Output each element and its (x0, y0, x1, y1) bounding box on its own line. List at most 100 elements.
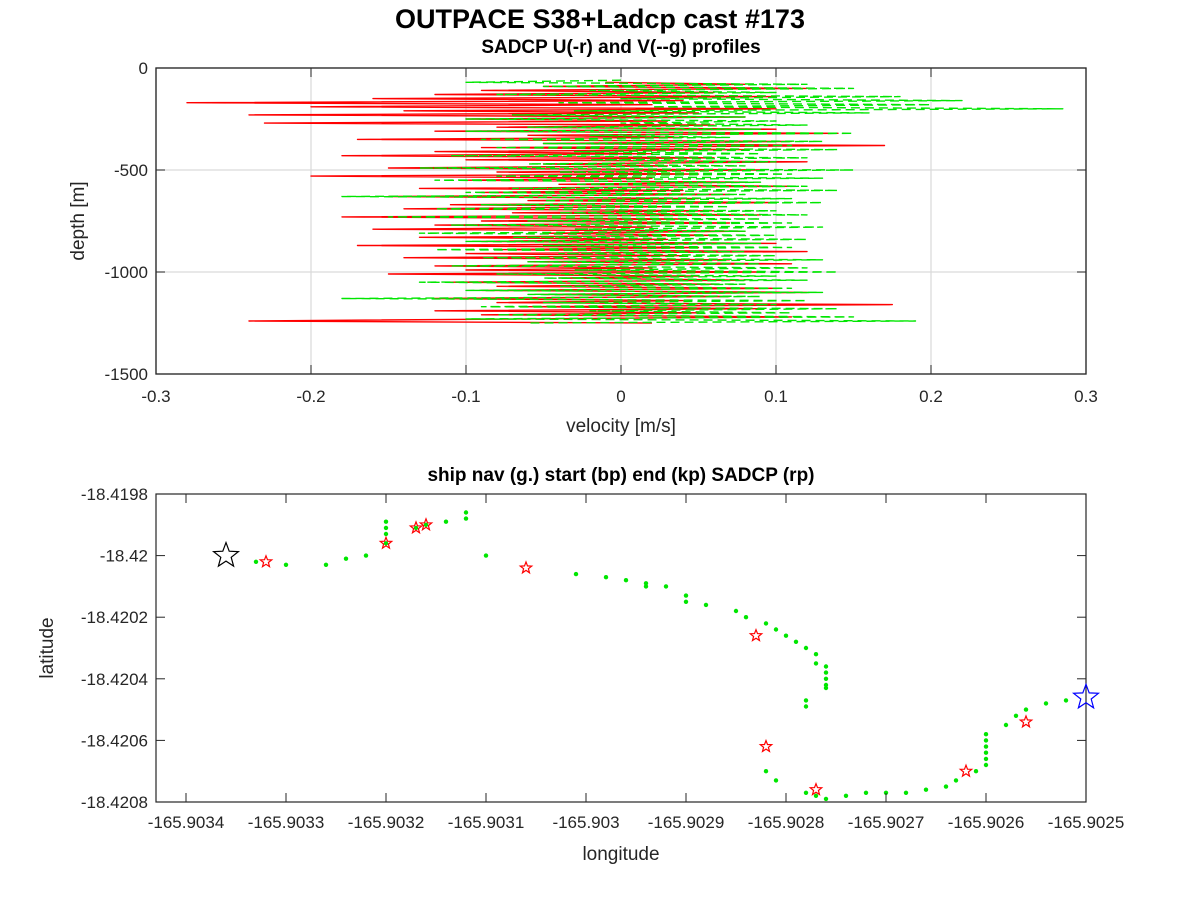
profile-xtick-label: -0.3 (141, 387, 170, 406)
nav-point (383, 541, 389, 546)
nav-plot-ylabel: latitude (37, 617, 58, 678)
nav-point (1013, 713, 1019, 718)
profile-plot-ylabel: depth [m] (68, 181, 89, 260)
nav-plot-area (155, 493, 1087, 803)
nav-point (983, 762, 989, 768)
nav-point (463, 510, 469, 515)
nav-point (483, 553, 489, 558)
nav-point (983, 732, 989, 737)
sadcp-point (518, 560, 534, 575)
nav-point (1043, 701, 1049, 706)
nav-xtick-label: -165.9025 (1048, 813, 1125, 832)
profile-ytick-label: 0 (139, 59, 148, 78)
sadcp-point (748, 628, 764, 642)
nav-point (383, 531, 389, 537)
nav-point (783, 633, 789, 638)
nav-plot: ship nav (g.) start (bp) end (kp) SADCP … (37, 465, 1124, 865)
profile-plot-xlabel: velocity [m/s] (566, 416, 676, 437)
nav-point (423, 522, 429, 527)
nav-point (363, 553, 369, 558)
profile-ytick-label: -1500 (105, 365, 148, 384)
nav-point (903, 790, 909, 795)
nav-xtick-label: -165.9029 (648, 813, 725, 832)
nav-point (443, 519, 449, 524)
nav-xtick-label: -165.9032 (348, 813, 425, 832)
nav-point (463, 516, 469, 521)
nav-plot-xlabel: longitude (582, 844, 659, 865)
nav-point (883, 790, 889, 795)
nav-point (823, 685, 829, 691)
profile-xtick-label: 0.3 (1074, 387, 1098, 406)
profile-xtick-label: 0.2 (919, 387, 943, 406)
nav-point (843, 793, 849, 798)
nav-ytick-label: -18.4202 (81, 608, 148, 627)
sadcp-point (378, 535, 394, 550)
nav-point (643, 581, 649, 586)
profile-plot-title: SADCP U(-r) and V(--g) profiles (481, 37, 760, 58)
nav-ytick-label: -18.42 (100, 547, 148, 566)
nav-point (573, 571, 579, 577)
nav-point (743, 615, 749, 620)
nav-point (803, 698, 809, 703)
figure-title: OUTPACE S38+Ladcp cast #173 (395, 4, 805, 34)
nav-ytick-label: -18.4204 (81, 670, 148, 689)
sadcp-point (958, 763, 974, 778)
nav-point (823, 676, 829, 681)
nav-point (1003, 722, 1009, 728)
sadcp-point (408, 520, 424, 535)
nav-xtick-label: -165.9031 (448, 813, 525, 832)
nav-xtick-label: -165.9028 (748, 813, 825, 832)
v-velocity-line (341, 79, 1064, 324)
nav-ytick-label: -18.4206 (81, 731, 148, 750)
profile-xtick-label: 0.1 (764, 387, 788, 406)
profile-xtick-label: -0.1 (451, 387, 480, 406)
nav-point (823, 664, 829, 669)
nav-point (703, 602, 709, 608)
nav-point (1023, 707, 1029, 712)
nav-point (983, 738, 989, 743)
profile-xtick-label: -0.2 (296, 387, 325, 406)
nav-point (253, 559, 259, 564)
nav-point (683, 599, 689, 604)
profile-ytick-label: -500 (114, 161, 148, 180)
nav-xtick-label: -165.9027 (848, 813, 925, 832)
nav-point (683, 593, 689, 598)
sadcp-point (258, 554, 274, 568)
nav-point (983, 750, 989, 755)
nav-point (943, 784, 949, 789)
nav-point (983, 744, 989, 749)
nav-xtick-label: -165.903 (552, 813, 619, 832)
nav-point (803, 645, 809, 651)
nav-point (1063, 698, 1069, 703)
profile-ytick-label: -1000 (105, 263, 148, 282)
nav-point (773, 627, 779, 632)
nav-point (283, 562, 289, 567)
nav-point (803, 790, 809, 795)
sadcp-point (418, 517, 434, 532)
nav-point (383, 525, 389, 531)
nav-point (343, 556, 349, 561)
profile-xtick-label: 0 (616, 387, 625, 406)
nav-point (923, 787, 929, 792)
sadcp-point (758, 738, 774, 753)
nav-point (813, 793, 819, 798)
sadcp-point (1018, 714, 1034, 729)
nav-ytick-label: -18.4208 (81, 793, 148, 812)
nav-xtick-label: -165.9033 (248, 813, 325, 832)
nav-point (643, 584, 649, 589)
nav-point (413, 525, 419, 531)
nav-point (813, 661, 819, 666)
nav-point (623, 578, 629, 583)
nav-point (823, 796, 829, 802)
nav-point (863, 790, 869, 795)
nav-point (803, 704, 809, 709)
nav-point (973, 769, 979, 774)
nav-point (663, 584, 669, 589)
nav-point (603, 575, 609, 580)
nav-point (823, 670, 829, 675)
nav-point (763, 769, 769, 774)
nav-point (383, 519, 389, 524)
nav-point (953, 778, 959, 783)
nav-point (983, 756, 989, 762)
